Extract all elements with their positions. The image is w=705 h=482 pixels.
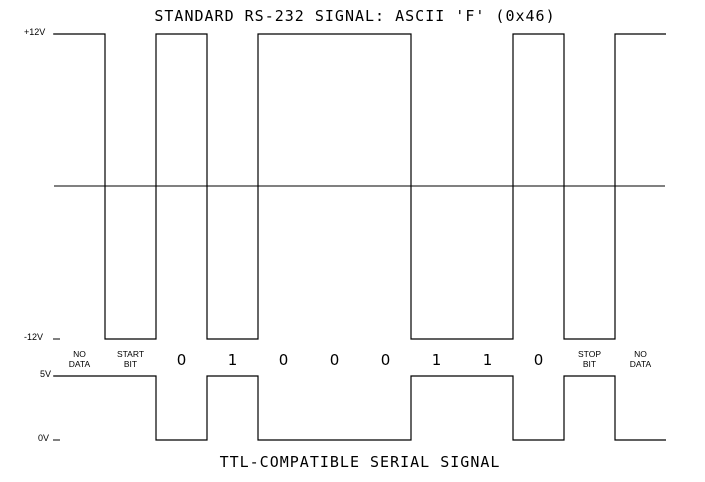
bit-label: 1 bbox=[432, 351, 442, 369]
ttl-title: TTL-COMPATIBLE SERIAL SIGNAL bbox=[220, 453, 501, 471]
segment-label: START bbox=[117, 349, 144, 359]
bit-label: 0 bbox=[381, 351, 391, 369]
0v-label: 0V bbox=[38, 433, 49, 443]
rs232-waveform bbox=[54, 33, 666, 340]
bit-label: 0 bbox=[330, 351, 340, 369]
ttl-waveform bbox=[54, 375, 666, 441]
bit-label: 0 bbox=[534, 351, 544, 369]
segment-label: DATA bbox=[630, 359, 652, 369]
segment-label: NO bbox=[73, 349, 86, 359]
bit-label: 0 bbox=[279, 351, 289, 369]
segment-label: STOP bbox=[578, 349, 601, 359]
bit-label: 1 bbox=[228, 351, 238, 369]
bit-label: 1 bbox=[483, 351, 493, 369]
segment-label: DATA bbox=[69, 359, 91, 369]
plus-12v-label: +12V bbox=[24, 27, 45, 37]
segment-label: BIT bbox=[124, 359, 137, 369]
segment-label: NO bbox=[634, 349, 647, 359]
rs232-title: STANDARD RS-232 SIGNAL: ASCII 'F' (0x46) bbox=[154, 7, 555, 25]
minus-12v-label: -12V bbox=[24, 332, 43, 342]
bit-label: 0 bbox=[177, 351, 187, 369]
5v-label: 5V bbox=[40, 369, 51, 379]
segment-label: BIT bbox=[583, 359, 596, 369]
